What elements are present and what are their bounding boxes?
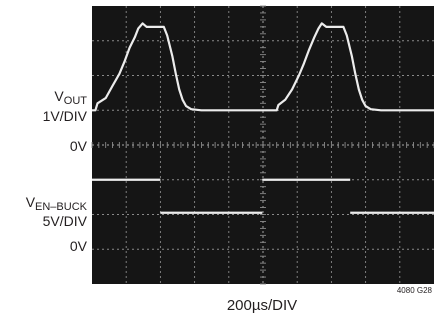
x-axis-label: 200µs/DIV (227, 297, 297, 314)
vout-scale-label: 1V/DIV (43, 108, 88, 124)
vout-trace (92, 22, 434, 112)
ven-buck-zero-label: 0V (70, 238, 88, 254)
scope-traces (92, 22, 434, 214)
vout-zero-label: 0V (70, 138, 88, 154)
ven-buck-scale-label: 5V/DIV (43, 213, 88, 229)
vout-label: VOUT (54, 88, 87, 107)
figure-id-label: 4080 G28 (397, 286, 433, 295)
ven-buck-label: VEN–BUCK (26, 194, 88, 213)
